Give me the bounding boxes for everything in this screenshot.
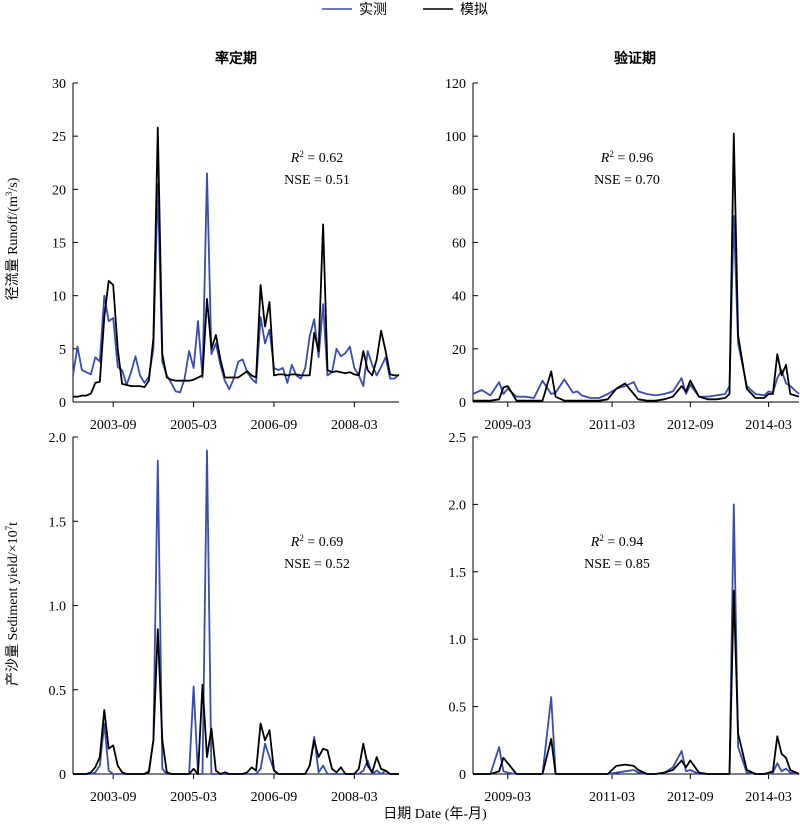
column-title-validation: 验证期 xyxy=(614,50,656,67)
legend: 实测 模拟 xyxy=(322,2,488,18)
series-line-simulated xyxy=(473,589,800,775)
x-tick-label: 2014-03 xyxy=(745,418,792,433)
x-tick-label: 2006-09 xyxy=(251,790,298,805)
y-tick-label: 0.5 xyxy=(49,684,67,699)
y-tick-label: 30 xyxy=(52,77,66,92)
y-tick-label: 0 xyxy=(459,768,466,783)
y-tick-label: 80 xyxy=(452,183,466,198)
y-tick-label: 10 xyxy=(52,290,66,305)
r-squared-label: R2 = 0.62 xyxy=(290,149,343,166)
series-line-observed xyxy=(72,172,400,394)
y-tick-label: 40 xyxy=(452,290,466,305)
r-squared-label: R2 = 0.96 xyxy=(600,149,653,166)
y-tick-label: 0 xyxy=(59,768,66,783)
y-tick-label: 0 xyxy=(59,396,66,411)
series-line-simulated xyxy=(73,628,399,775)
x-tick-label: 2009-03 xyxy=(484,418,531,433)
x-tick-label: 2005-03 xyxy=(170,790,217,805)
y-tick-label: 1.0 xyxy=(449,633,467,648)
x-tick-label: 2011-03 xyxy=(589,790,635,805)
r-squared-label: R2 = 0.94 xyxy=(590,533,643,550)
legend-label-simulated: 模拟 xyxy=(460,2,488,18)
column-title-calibration: 率定期 xyxy=(215,50,257,67)
x-tick-label: 2008-03 xyxy=(331,418,378,433)
y-tick-label: 60 xyxy=(452,237,466,252)
y-tick-label: 2.0 xyxy=(449,498,467,513)
y-tick-label: 1.0 xyxy=(49,600,67,615)
y-tick-label: 0.5 xyxy=(449,701,467,716)
nse-label: NSE = 0.51 xyxy=(284,173,350,188)
y-axis-label-runoff: 径流量 Runoff/(m3/s) xyxy=(4,177,21,300)
x-tick-label: 2005-03 xyxy=(170,418,217,433)
y-tick-label: 5 xyxy=(59,343,66,358)
y-tick-label: 20 xyxy=(452,343,466,358)
x-tick-label: 2006-09 xyxy=(251,418,298,433)
x-tick-label: 2011-03 xyxy=(589,418,635,433)
y-tick-label: 100 xyxy=(445,130,466,145)
panel-sediment-validation: 0 0.5 1.0 1.5 2.0 2.5 2009-03 2011-03 2012-09 201… xyxy=(449,431,800,805)
x-tick-label: 2009-03 xyxy=(484,790,531,805)
y-tick-label: 15 xyxy=(52,237,66,252)
r-squared-label: R2 = 0.69 xyxy=(290,533,343,550)
y-tick-label: 2.0 xyxy=(49,431,67,446)
panel-runoff-calibration: 0 5 10 15 20 25 30 2003-09 2005-03 2006-09 2008-03… xyxy=(52,77,400,433)
series-line-observed xyxy=(472,214,800,399)
legend-label-observed: 实测 xyxy=(359,2,387,18)
x-tick-label: 2008-03 xyxy=(331,790,378,805)
y-tick-label: 25 xyxy=(52,130,66,145)
x-tick-label: 2012-09 xyxy=(667,790,714,805)
y-tick-label: 1.5 xyxy=(449,566,467,581)
nse-label: NSE = 0.52 xyxy=(284,557,350,572)
y-tick-label: 120 xyxy=(445,77,466,92)
x-tick-label: 2003-09 xyxy=(90,790,137,805)
series-line-simulated xyxy=(73,126,399,398)
y-tick-label: 1.5 xyxy=(49,515,67,530)
nse-label: NSE = 0.70 xyxy=(594,173,660,188)
panel-sediment-calibration: 0 0.5 1.0 1.5 2.0 2003-09 2005-03 2006-09 2008-0… xyxy=(49,431,399,805)
y-axis-label-sediment: 产沙量 Sediment yield/×107t xyxy=(4,522,21,686)
x-axis-label: 日期 Date (年-月) xyxy=(383,806,487,822)
series-line-simulated xyxy=(473,132,800,402)
y-tick-label: 20 xyxy=(52,183,66,198)
y-tick-label: 0 xyxy=(459,396,466,411)
x-tick-label: 2003-09 xyxy=(90,418,137,433)
panel-runoff-validation: 0 20 40 60 80 100 120 2009-03 2011-03 2012-09 2014… xyxy=(445,77,800,433)
nse-label: NSE = 0.85 xyxy=(584,557,650,572)
x-tick-label: 2012-09 xyxy=(667,418,714,433)
y-tick-label: 2.5 xyxy=(449,431,467,446)
x-tick-label: 2014-03 xyxy=(745,790,792,805)
